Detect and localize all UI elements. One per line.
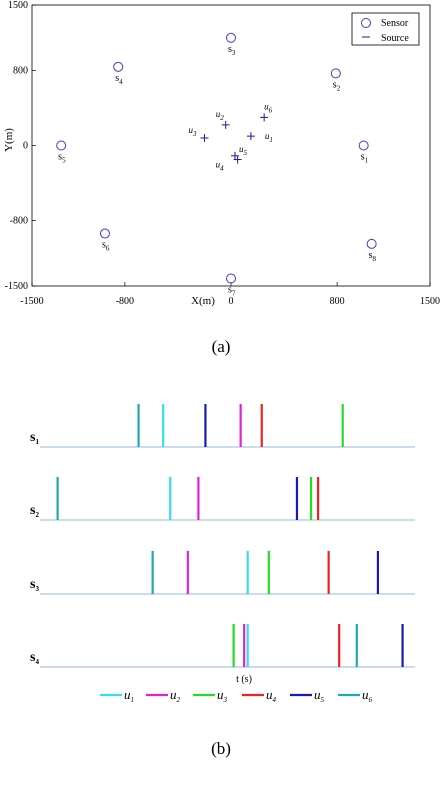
sensor-marker: [56, 140, 67, 151]
source-label: u2: [216, 109, 225, 122]
x-tick-label: -1500: [20, 296, 43, 307]
sensor-marker: [99, 228, 110, 239]
legend-label: u1: [124, 687, 134, 704]
legend-label: u4: [266, 687, 277, 704]
sensor-label: s8: [369, 250, 377, 263]
legend-label: u2: [170, 687, 181, 704]
source-label: u6: [264, 101, 273, 114]
row-label: s4: [30, 650, 39, 666]
sensor-label: s1: [361, 152, 369, 165]
sensor-label: s7: [228, 285, 236, 298]
row-label: s1: [30, 430, 39, 446]
raster-legend: u1 u2 u3 u4 u5 u6: [100, 687, 373, 704]
scatter-ticks: -1500 -800 0 800 1500 1500 800 0 -800 -1500: [5, 0, 440, 307]
panel-b-caption: (b): [211, 739, 231, 758]
source-label: u3: [188, 125, 197, 138]
x-tick-label: 800: [330, 296, 345, 307]
sensor-label: s4: [115, 73, 123, 86]
raster-x-axis-label: t (s): [236, 674, 252, 685]
x-tick-label: 0: [229, 296, 234, 307]
scatter-y-axis-label: Y(m): [3, 128, 15, 152]
y-tick-label: 1500: [8, 0, 28, 11]
row-label: s2: [30, 503, 39, 519]
legend-label: u5: [314, 687, 325, 704]
sensor-marker: [330, 68, 341, 79]
y-tick-label: -800: [10, 215, 28, 226]
sensor-label: s2: [333, 79, 341, 92]
sensor-marker: [113, 61, 124, 72]
legend-sensor-label: Sensor: [381, 18, 409, 29]
x-tick-label: 1500: [420, 296, 440, 307]
raster-panel: s1 s2 s3 s4 t (s) u1 u2 u3 u4 u5 u6 (b): [30, 404, 415, 758]
sensor-label: s5: [58, 152, 66, 165]
y-tick-label: 0: [23, 141, 28, 152]
row-label: s3: [30, 577, 39, 593]
scatter-legend: Sensor Source: [351, 12, 420, 46]
scatter-plot-area: [31, 4, 431, 287]
source-label: u1: [265, 131, 273, 144]
panel-a-caption: (a): [212, 337, 231, 356]
y-tick-label: -1500: [5, 281, 28, 292]
legend-label: u3: [217, 687, 228, 704]
sensor-label: s6: [102, 240, 110, 253]
legend-label: u6: [362, 687, 373, 704]
sensor-marker: [226, 32, 236, 43]
sensor-marker: [358, 140, 369, 151]
legend-box: [351, 12, 420, 46]
x-tick-label: -800: [116, 296, 134, 307]
legend-sensor-marker: [361, 18, 371, 28]
raster-rows: s1 s2 s3 s4: [30, 404, 415, 668]
source-label: u5: [239, 144, 248, 157]
sensor-label: s3: [228, 44, 236, 57]
sensor-marker: [366, 238, 377, 249]
scatter-points: s1 s2 s3 s4 s5 s6 s7 s8 u1 u2 u3 u4 u5 u6: [56, 32, 377, 298]
source-label: u4: [216, 160, 225, 173]
sensor-marker: [226, 273, 236, 284]
legend-source-label: Source: [381, 33, 409, 44]
y-tick-label: 800: [13, 66, 28, 77]
scatter-x-axis-label: X(m): [191, 295, 215, 307]
